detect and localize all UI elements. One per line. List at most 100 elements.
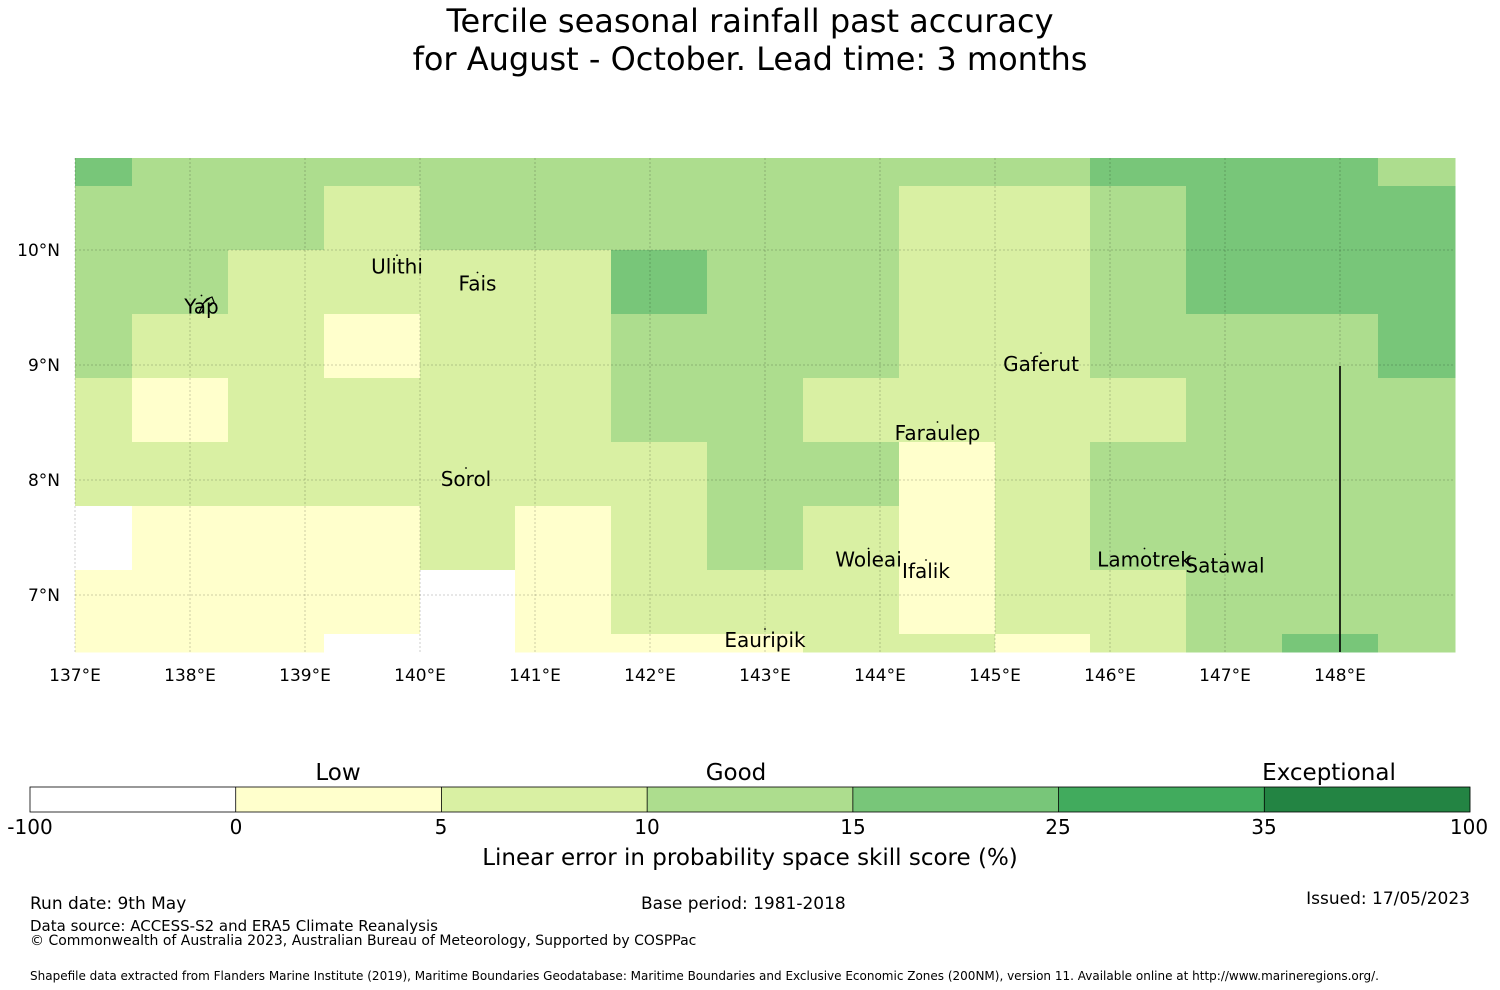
skill-grid-cell (899, 570, 996, 635)
skill-grid-cell (515, 186, 612, 251)
skill-grid-cell (1090, 570, 1187, 635)
island-label: Sorol (441, 467, 492, 491)
skill-grid-cell (995, 186, 1091, 251)
y-tick-label: 8°N (28, 471, 60, 491)
island-label: Ulithi (371, 254, 423, 278)
y-tick-label: 10°N (17, 241, 60, 261)
skill-grid-cell (899, 634, 996, 653)
skill-grid-cell (515, 314, 612, 379)
skill-grid-cell (1186, 442, 1283, 507)
skill-grid-cell (515, 570, 612, 635)
skill-grid-cell (995, 378, 1091, 443)
skill-grid-cell (611, 378, 708, 443)
skill-grid-cell (228, 250, 325, 315)
issued-date: Issued: 17/05/2023 (1306, 889, 1470, 909)
x-tick-label: 148°E (1314, 666, 1366, 686)
title-line-1: Tercile seasonal rainfall past accuracy (446, 2, 1054, 40)
island-dot (396, 254, 398, 257)
base-period: Base period: 1981-2018 (641, 894, 846, 914)
skill-grid-cell (132, 314, 229, 379)
x-tick-label: 141°E (509, 666, 561, 686)
x-tick-label: 140°E (394, 666, 446, 686)
skill-grid-cell (899, 506, 996, 571)
island-label: Eauripik (724, 628, 806, 652)
run-date: Run date: 9th May (30, 894, 187, 914)
skill-grid-cell (515, 506, 612, 571)
skill-grid-cell (899, 442, 996, 507)
skill-grid-cell (611, 570, 708, 635)
skill-grid-cell (1378, 378, 1456, 443)
skill-grid-cell (324, 442, 421, 507)
skill-grid-cell (995, 250, 1091, 315)
skill-grid-cell (75, 314, 133, 379)
skill-grid-cell (420, 570, 516, 635)
skill-grid-cell (75, 570, 133, 635)
skill-grid-cell (228, 442, 325, 507)
skill-grid-cell (1186, 158, 1283, 187)
colorbar-segment (1264, 787, 1471, 812)
x-tick-label: 143°E (739, 666, 791, 686)
skill-grid-cell (707, 250, 804, 315)
x-tick-label: 146°E (1084, 666, 1136, 686)
skill-grid-cell (995, 506, 1091, 571)
colorbar-segment (30, 787, 237, 812)
skill-grid-cell (995, 570, 1091, 635)
x-tick-label: 138°E (164, 666, 216, 686)
island-label: Ifalik (902, 559, 950, 583)
skill-grid-cell (324, 634, 421, 653)
island-label: Satawal (1185, 553, 1264, 577)
skill-grid-cell (803, 158, 900, 187)
skill-grid-cell (707, 314, 804, 379)
island-dot (200, 294, 203, 297)
skill-grid-cell (995, 634, 1091, 653)
skill-grid-cell (228, 570, 325, 635)
island-label: Faraulep (895, 421, 981, 445)
skill-grid-cell (132, 378, 229, 443)
skill-grid-cell (611, 158, 708, 187)
colorbar (29, 786, 1471, 813)
x-tick-label: 147°E (1199, 666, 1251, 686)
colorbar-frame (29, 786, 1471, 813)
axis-tick-labels: 137°E 138°E 139°E 140°E 141°E 142°E 143°E 144°E… (17, 241, 1366, 686)
skill-grid-cell (707, 506, 804, 571)
colorbar-tick: 0 (229, 815, 243, 839)
skill-grid-cell (899, 186, 996, 251)
skill-grid-cell (1186, 634, 1283, 653)
skill-grid-cell (611, 442, 708, 507)
skill-grid-cell (75, 378, 133, 443)
skill-grid-cell (1378, 186, 1456, 251)
skill-grid-cell (1282, 442, 1379, 507)
skill-grid-cell (611, 506, 708, 571)
skill-grid-cell (1282, 570, 1379, 635)
skill-grid-cell (1282, 314, 1379, 379)
skill-grid-cell (228, 506, 325, 571)
skill-grid-cell (420, 506, 516, 571)
skill-grid-cell (228, 158, 325, 187)
colorbar-tick: 10 (634, 815, 660, 839)
skill-grid-cell (803, 570, 900, 635)
island-labels: Yap Ulithi Fais Gaferut Faraulep Sorol Woleai I… (183, 254, 1264, 652)
colorbar-category-low: Low (315, 760, 361, 786)
skill-grid-cell (707, 442, 804, 507)
skill-grid-cell (75, 250, 133, 315)
skill-grid-cell (515, 158, 612, 187)
skill-grid-cell (324, 378, 421, 443)
skill-grid-cell (420, 634, 516, 653)
skill-grid-cell (515, 634, 612, 653)
island-dot (867, 547, 870, 550)
skill-grid-cell (899, 378, 996, 443)
skill-grid-cell (611, 314, 708, 379)
skill-grid-cell (228, 634, 325, 653)
colorbar-tick: 15 (840, 815, 866, 839)
skill-grid-cell (1378, 158, 1456, 187)
colorbar-tick: 25 (1045, 815, 1071, 839)
skill-grid-cell (132, 442, 229, 507)
skill-grid-cell (899, 314, 996, 379)
skill-grid-cell (228, 378, 325, 443)
skill-grid-cell (515, 250, 612, 315)
x-tick-label: 142°E (624, 666, 676, 686)
island-dot (1143, 547, 1146, 550)
skill-grid-cell (1282, 506, 1379, 571)
skill-grid-cell (995, 314, 1091, 379)
island-label: Yap (183, 295, 218, 319)
